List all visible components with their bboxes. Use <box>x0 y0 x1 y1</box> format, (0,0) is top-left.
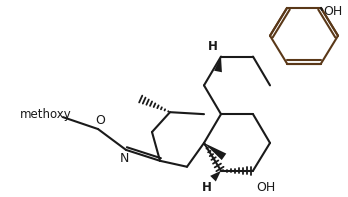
Polygon shape <box>210 171 221 181</box>
Text: methoxy: methoxy <box>20 108 72 121</box>
Text: H: H <box>208 40 218 53</box>
Polygon shape <box>214 57 222 72</box>
Text: OH: OH <box>323 5 342 18</box>
Text: H: H <box>202 181 212 194</box>
Text: N: N <box>119 152 129 165</box>
Text: OH: OH <box>256 181 275 194</box>
Polygon shape <box>204 143 226 160</box>
Text: O: O <box>95 114 105 127</box>
